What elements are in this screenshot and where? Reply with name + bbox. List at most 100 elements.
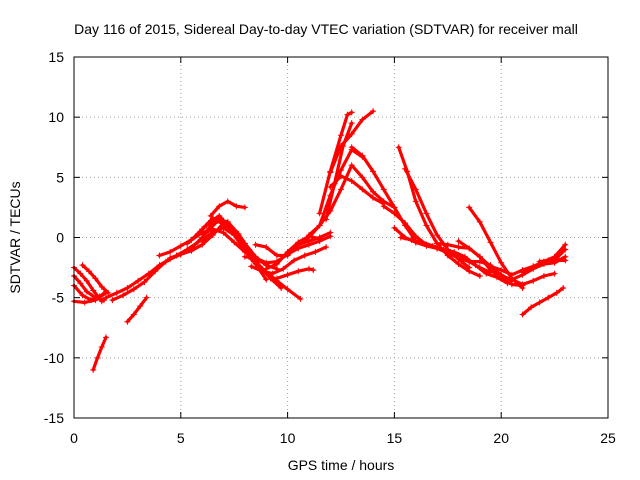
data-point xyxy=(540,273,547,280)
data-point xyxy=(359,152,366,159)
data-point xyxy=(412,233,419,240)
data-point xyxy=(252,241,259,248)
data-point xyxy=(348,162,355,169)
data-point xyxy=(391,204,398,211)
y-tick-label: -10 xyxy=(44,350,64,366)
data-point xyxy=(109,297,116,304)
data-point xyxy=(246,246,253,253)
data-point xyxy=(412,198,419,205)
data-point xyxy=(551,259,558,266)
series-line xyxy=(328,174,386,206)
data-point xyxy=(536,258,543,265)
data-point xyxy=(269,270,276,277)
data-point xyxy=(77,270,84,277)
series-line xyxy=(125,296,149,324)
data-point xyxy=(167,254,174,261)
y-tick-label: -5 xyxy=(52,290,65,306)
data-point xyxy=(141,279,148,286)
data-point xyxy=(273,275,280,282)
data-point xyxy=(528,304,535,311)
data-point xyxy=(348,177,355,184)
data-point xyxy=(231,232,238,239)
series-arc-43 xyxy=(536,246,569,265)
data-point xyxy=(98,344,105,351)
data-point xyxy=(519,311,526,318)
data-point xyxy=(397,234,404,241)
data-point xyxy=(92,275,99,282)
x-tick-label: 0 xyxy=(70,430,78,446)
chart-title: Day 116 of 2015, Sidereal Day-to-day VTE… xyxy=(74,21,578,37)
data-point xyxy=(562,246,569,253)
data-point xyxy=(476,218,483,225)
data-point xyxy=(519,269,526,276)
data-point xyxy=(295,268,302,275)
data-point xyxy=(327,183,334,190)
data-point xyxy=(188,245,195,252)
data-point xyxy=(412,239,419,246)
data-point xyxy=(530,263,537,270)
data-point xyxy=(233,203,240,210)
data-point xyxy=(113,289,120,296)
data-point xyxy=(434,232,441,239)
x-tick-label: 5 xyxy=(177,430,185,446)
data-point xyxy=(256,263,263,270)
data-point xyxy=(370,188,377,195)
data-point xyxy=(94,354,101,361)
series-arc-19 xyxy=(248,244,330,277)
data-point xyxy=(530,277,537,284)
data-point xyxy=(297,295,304,302)
x-tick-label: 25 xyxy=(600,430,616,446)
x-tick-label: 10 xyxy=(280,430,296,446)
data-point xyxy=(90,287,97,294)
data-point xyxy=(327,229,334,236)
series-arc-34 xyxy=(412,239,494,276)
data-point xyxy=(137,303,144,310)
data-point xyxy=(284,248,291,255)
data-point xyxy=(551,270,558,277)
series-arc-40 xyxy=(508,270,558,288)
data-point xyxy=(553,289,560,296)
data-point xyxy=(216,203,223,210)
data-point xyxy=(77,280,84,287)
data-point xyxy=(498,266,505,273)
data-point xyxy=(476,264,483,271)
data-point xyxy=(188,236,195,243)
data-point xyxy=(267,275,274,282)
y-tick-label: 0 xyxy=(56,230,64,246)
data-point xyxy=(143,294,150,301)
data-point xyxy=(280,265,287,272)
data-point xyxy=(152,268,159,275)
y-tick-label: 15 xyxy=(48,49,64,65)
data-point xyxy=(241,204,248,211)
data-point xyxy=(98,298,105,305)
data-point xyxy=(103,294,110,301)
series-line xyxy=(91,335,108,372)
y-axis-label: SDTVAR / TECUs xyxy=(7,181,23,293)
data-point xyxy=(103,334,110,341)
data-point xyxy=(423,210,430,217)
data-point xyxy=(466,204,473,211)
data-point xyxy=(220,224,227,231)
series-arc-9 xyxy=(124,294,150,325)
data-point xyxy=(135,277,142,284)
data-point xyxy=(466,258,473,265)
data-point xyxy=(455,244,462,251)
data-point xyxy=(310,266,317,273)
data-point xyxy=(278,285,285,292)
data-point xyxy=(263,244,270,251)
data-point xyxy=(370,108,377,115)
data-point xyxy=(258,268,265,275)
data-point xyxy=(348,109,355,116)
data-point xyxy=(124,318,131,325)
series-arc-3 xyxy=(71,264,105,305)
data-point xyxy=(199,226,206,233)
data-point xyxy=(553,254,560,261)
data-point xyxy=(83,288,90,295)
data-point xyxy=(79,292,86,299)
y-tick-label: 10 xyxy=(48,109,64,125)
data-point xyxy=(301,252,308,259)
data-point xyxy=(423,241,430,248)
data-point xyxy=(348,120,355,127)
data-point xyxy=(263,259,270,266)
